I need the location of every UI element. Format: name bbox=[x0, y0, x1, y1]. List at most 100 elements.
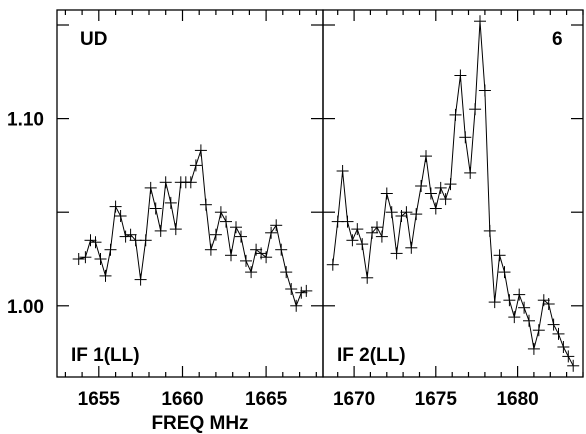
panel-1-frame bbox=[56, 9, 324, 378]
data-point bbox=[503, 294, 516, 307]
data-point bbox=[567, 359, 580, 372]
data-point bbox=[478, 84, 491, 97]
data-point bbox=[230, 221, 242, 234]
data-point bbox=[444, 178, 457, 191]
panel-2-corner-label: 6 bbox=[552, 29, 563, 50]
data-point bbox=[361, 271, 374, 284]
data-point bbox=[469, 103, 482, 116]
data-point bbox=[300, 284, 313, 297]
x-axis-label: FREQ MHz bbox=[151, 413, 248, 434]
data-point bbox=[295, 286, 308, 299]
data-point bbox=[346, 234, 359, 247]
data-point bbox=[154, 224, 167, 237]
data-point bbox=[109, 200, 122, 213]
data-point bbox=[124, 228, 137, 241]
data-point bbox=[415, 180, 428, 192]
data-point bbox=[351, 223, 364, 236]
x-tick-label: 1675 bbox=[415, 389, 458, 410]
data-point bbox=[508, 311, 521, 324]
panel-1-corner-label: UD bbox=[80, 29, 107, 50]
data-point bbox=[488, 296, 501, 309]
data-point bbox=[199, 198, 212, 211]
data-point bbox=[184, 176, 197, 189]
text-layer: 1.00 1.10 UD IF 1(LL) 6 IF 2(LL) 1655 16… bbox=[7, 29, 563, 434]
data-point bbox=[144, 181, 157, 194]
data-point bbox=[189, 159, 202, 172]
data-point bbox=[474, 15, 486, 28]
data-point bbox=[434, 181, 447, 194]
data-point bbox=[375, 230, 388, 243]
data-point bbox=[164, 196, 177, 209]
data-point bbox=[285, 283, 298, 295]
data-point bbox=[194, 144, 207, 157]
data-point bbox=[159, 176, 172, 189]
data-point bbox=[518, 301, 531, 314]
data-point bbox=[493, 249, 506, 262]
data-point bbox=[134, 273, 147, 286]
data-point bbox=[459, 131, 472, 144]
data-point bbox=[72, 253, 85, 265]
panel-2-label: IF 2(LL) bbox=[337, 345, 406, 366]
data-point bbox=[547, 318, 560, 331]
data-point bbox=[139, 234, 152, 247]
data-point bbox=[336, 165, 349, 177]
data-point bbox=[89, 236, 102, 249]
series-line-panel-1 bbox=[78, 150, 307, 308]
panel-2-frame bbox=[322, 9, 584, 378]
data-point bbox=[483, 224, 496, 237]
data-point bbox=[380, 187, 393, 200]
data-point bbox=[280, 266, 293, 279]
data-point bbox=[523, 314, 535, 327]
data-point bbox=[99, 269, 112, 282]
data-point bbox=[513, 288, 526, 301]
data-point bbox=[542, 298, 555, 310]
data-point bbox=[410, 208, 423, 221]
data-point bbox=[129, 234, 142, 247]
data-point bbox=[235, 230, 247, 243]
series-line-panel-2 bbox=[332, 21, 574, 367]
data-point bbox=[464, 166, 477, 179]
data-point bbox=[341, 215, 354, 228]
data-point bbox=[149, 202, 162, 215]
data-point bbox=[366, 226, 379, 239]
data-point bbox=[79, 251, 92, 264]
data-point bbox=[225, 249, 237, 262]
data-point bbox=[290, 299, 303, 312]
data-point bbox=[390, 247, 403, 260]
x-tick-label: 1660 bbox=[161, 389, 203, 410]
data-point bbox=[385, 206, 398, 219]
data-point bbox=[275, 243, 288, 256]
data-point bbox=[94, 253, 107, 265]
data-point bbox=[552, 327, 565, 340]
data-point bbox=[454, 69, 467, 82]
data-point bbox=[214, 206, 227, 219]
data-point bbox=[169, 223, 182, 236]
data-point bbox=[326, 258, 339, 271]
data-point bbox=[532, 324, 545, 337]
panel-1-label: IF 1(LL) bbox=[71, 345, 140, 366]
data-point bbox=[439, 193, 452, 206]
panel-frames bbox=[56, 9, 584, 378]
data-point bbox=[260, 251, 273, 264]
data-point bbox=[119, 230, 132, 243]
data-point bbox=[424, 187, 437, 200]
y-tick-label: 1.10 bbox=[7, 110, 44, 131]
data-point bbox=[429, 202, 442, 215]
x-tick-label: 1670 bbox=[333, 389, 375, 410]
data-point bbox=[245, 266, 258, 279]
data-point bbox=[84, 234, 97, 247]
x-tick-label: 1680 bbox=[496, 389, 538, 410]
data-point bbox=[527, 342, 540, 355]
data-point bbox=[220, 215, 232, 228]
x-tick-label: 1665 bbox=[245, 389, 288, 410]
y-tick-label: 1.00 bbox=[7, 297, 44, 318]
data-point bbox=[400, 206, 413, 219]
data-point bbox=[405, 241, 418, 254]
data-point bbox=[557, 341, 570, 353]
axis-ticks bbox=[57, 10, 584, 377]
data-point bbox=[562, 350, 575, 363]
data-point bbox=[420, 150, 432, 163]
data-point bbox=[204, 243, 217, 256]
x-tick-label: 1655 bbox=[78, 389, 121, 410]
data-point bbox=[114, 210, 127, 222]
